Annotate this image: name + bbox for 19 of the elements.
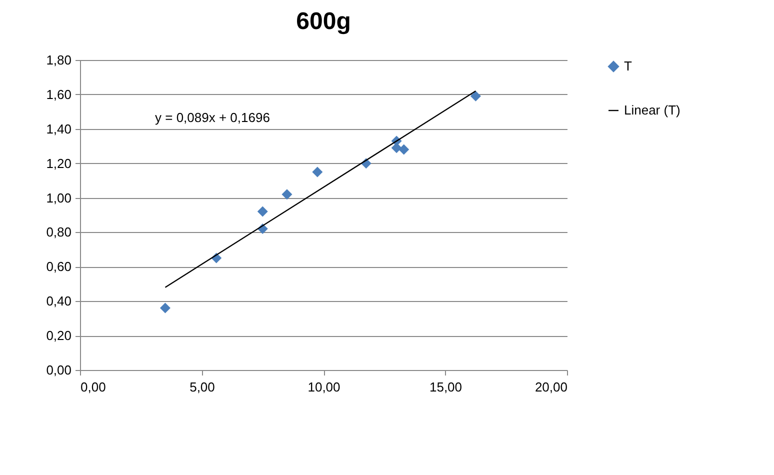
y-tick-label: 0,00 (46, 362, 72, 378)
chart-title: 600g (296, 8, 351, 35)
legend-label: Linear (T) (624, 102, 680, 118)
y-tick-label: 1,20 (46, 156, 72, 171)
legend-label: T (624, 58, 632, 74)
y-tick-label: 0,20 (46, 328, 72, 344)
y-tick-label: 0,80 (46, 224, 72, 240)
x-tick-label: 0,00 (80, 380, 106, 394)
x-tick-label: 15,00 (429, 380, 462, 394)
y-tick-label: 0,60 (46, 259, 72, 274)
y-tick-label: 0,40 (46, 294, 72, 309)
x-tick-label: 5,00 (190, 380, 215, 394)
x-tick-label: 20,00 (534, 380, 568, 394)
annotation: y = 0,089x + 0,1696 (155, 110, 270, 125)
y-tick-label: 1,60 (46, 86, 72, 102)
y-tick-label: 1,00 (46, 190, 72, 206)
y-tick-label: 1,40 (46, 121, 72, 136)
y-tick-label: 1,80 (46, 52, 72, 68)
x-tick-label: 10,00 (308, 380, 340, 394)
